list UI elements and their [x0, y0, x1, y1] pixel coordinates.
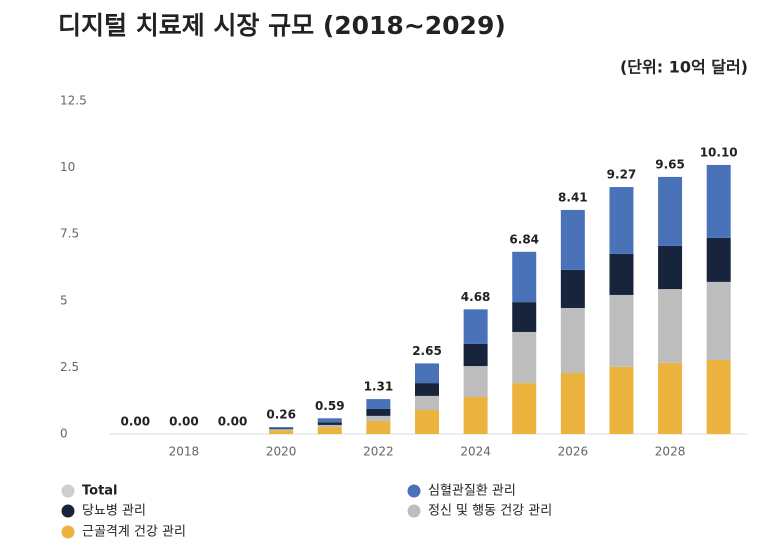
chart-subtitle: (단위: 10억 달러) — [620, 58, 748, 77]
total-label: 10.10 — [700, 145, 738, 159]
total-label: 0.00 — [169, 415, 199, 429]
bar-segment — [609, 366, 634, 434]
bar-segment — [366, 408, 391, 416]
bar-segment — [658, 362, 683, 434]
bar-segment — [415, 410, 439, 434]
total-label: 8.41 — [558, 190, 588, 204]
legend-label: 심혈관질환 관리 — [428, 484, 516, 499]
y-tick-label: 10 — [60, 160, 75, 174]
bar-segment — [560, 372, 585, 434]
bar-segment — [463, 366, 488, 397]
total-label: 6.84 — [509, 232, 539, 246]
bar-segment — [706, 237, 731, 282]
bar-segment — [609, 294, 634, 367]
x-tick-label: 2026 — [558, 445, 589, 459]
total-label: 4.68 — [461, 290, 491, 304]
y-tick-label: 0 — [60, 427, 68, 441]
bar-segment — [560, 209, 585, 270]
bar-segment — [560, 269, 585, 308]
total-label: 0.00 — [218, 415, 248, 429]
bar-segment — [706, 359, 731, 434]
bar-segment — [560, 307, 585, 373]
bar-segment — [366, 415, 391, 421]
bar-segment — [366, 399, 391, 409]
legend-marker — [61, 504, 75, 518]
y-tick-label: 12.5 — [60, 94, 87, 108]
bar-segment — [415, 395, 439, 411]
bar-segment — [317, 427, 342, 434]
bar-segment — [706, 281, 731, 360]
bar-segment — [512, 383, 537, 434]
bar-segment — [366, 420, 391, 434]
bar-segment — [609, 253, 634, 295]
total-label: 9.27 — [607, 168, 637, 182]
total-label: 0.00 — [121, 415, 151, 429]
total-label: 1.31 — [364, 380, 394, 394]
bar-segment — [658, 245, 683, 290]
legend-label: 근골격계 건강 관리 — [82, 525, 186, 540]
bar-segment — [512, 331, 537, 384]
bar-segment — [463, 343, 488, 367]
y-tick-label: 5 — [60, 293, 68, 307]
bar-segment — [269, 430, 294, 434]
total-label: 2.65 — [412, 344, 442, 358]
bar-segment — [609, 187, 634, 254]
x-tick-label: 2020 — [266, 445, 297, 459]
total-label: 0.59 — [315, 399, 345, 413]
bar-segment — [512, 302, 537, 332]
bar-segment — [415, 383, 439, 396]
bar-segment — [317, 422, 342, 425]
bar-segment — [269, 429, 294, 431]
bar-segment — [317, 424, 342, 428]
bar-segment — [317, 418, 342, 423]
bar-segment — [658, 176, 683, 246]
legend-label: 당뇨병 관리 — [82, 504, 146, 519]
x-tick-label: 2024 — [460, 445, 491, 459]
chart-title: 디지털 치료제 시장 규모 (2018~2029) — [58, 11, 506, 40]
legend-marker — [61, 484, 75, 498]
bar-segment — [269, 427, 294, 429]
legend-label: Total — [82, 484, 118, 499]
legend-marker — [61, 525, 75, 539]
total-label: 0.26 — [266, 408, 296, 422]
bar-segment — [463, 309, 488, 344]
x-tick-label: 2028 — [655, 445, 686, 459]
bar-segment — [512, 251, 537, 303]
bar-segment — [658, 289, 683, 363]
total-label: 9.65 — [655, 157, 685, 171]
x-tick-label: 2022 — [363, 445, 394, 459]
y-tick-label: 7.5 — [60, 227, 79, 241]
bar-segment — [706, 164, 731, 238]
bar-segment — [269, 428, 294, 430]
legend-marker — [407, 484, 421, 498]
x-tick-label: 2018 — [169, 445, 200, 459]
legend-marker — [407, 504, 421, 518]
bar-segment — [415, 363, 439, 384]
bar-segment — [463, 396, 488, 434]
y-tick-label: 2.5 — [60, 360, 79, 374]
legend-label: 정신 및 행동 건강 관리 — [428, 503, 552, 519]
